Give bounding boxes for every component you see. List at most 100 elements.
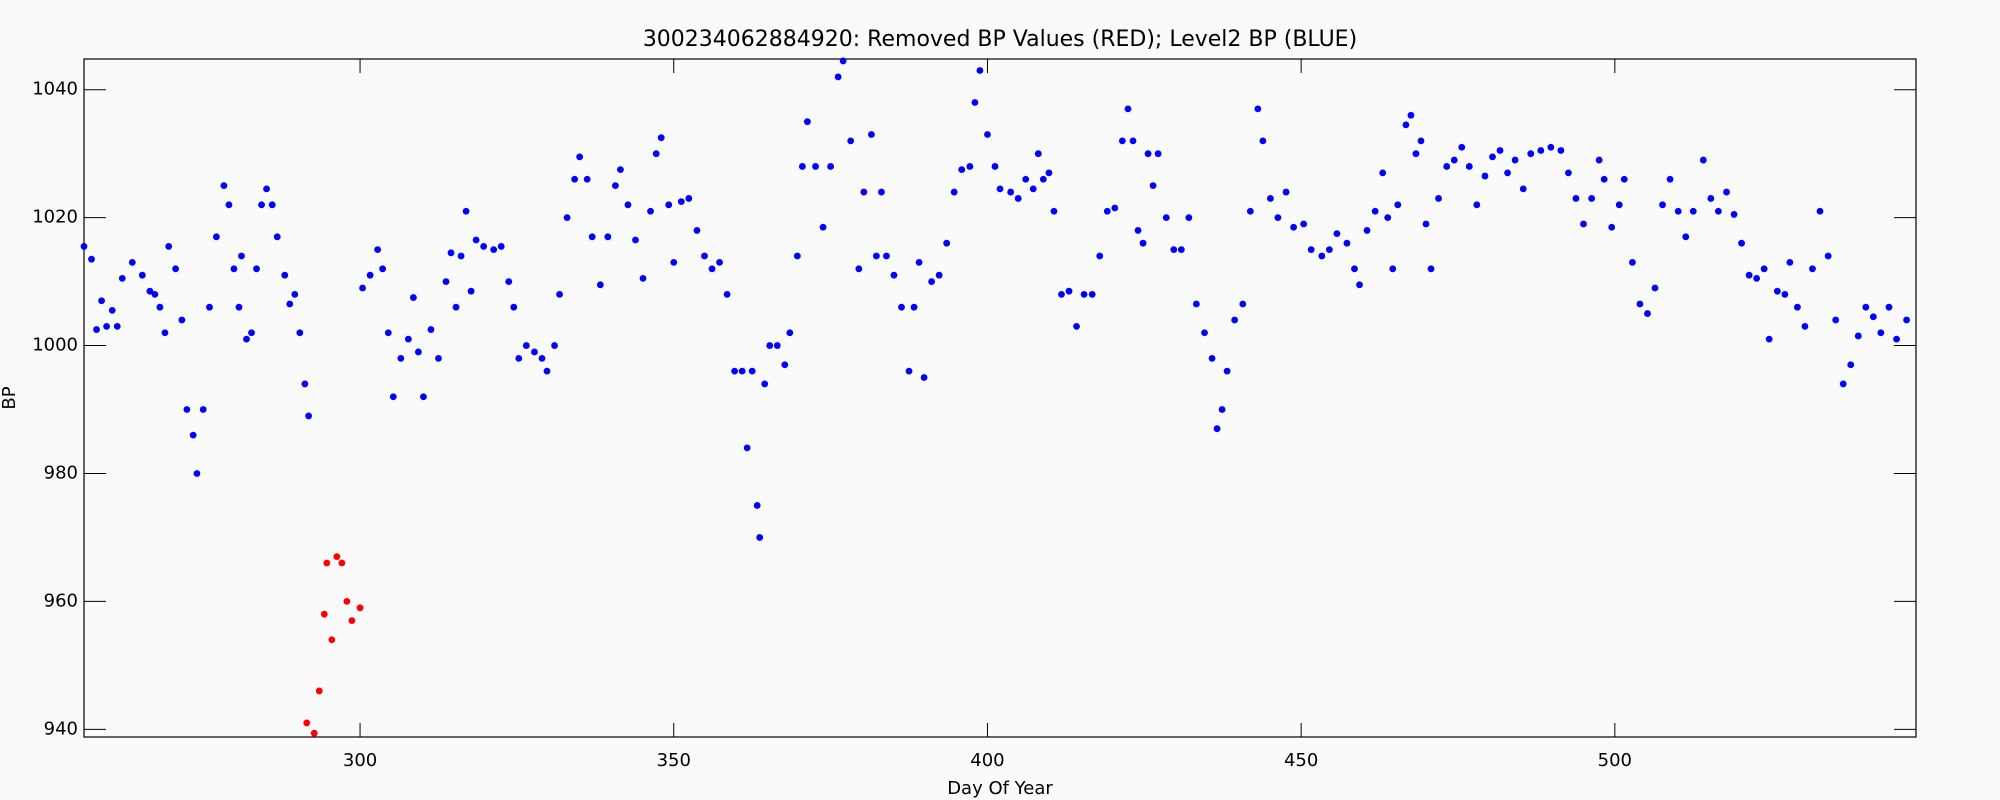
- data-point: [677, 198, 685, 206]
- data-point: [1096, 252, 1104, 260]
- data-point: [1465, 163, 1473, 170]
- y-tick-label: 940: [44, 718, 78, 739]
- data-point: [1417, 137, 1425, 145]
- data-point: [1674, 207, 1682, 215]
- data-point: [515, 354, 523, 362]
- data-point: [1847, 361, 1855, 369]
- data-point: [1481, 172, 1489, 180]
- data-point: [1547, 143, 1555, 151]
- data-point: [1267, 195, 1274, 202]
- data-point: [571, 175, 579, 183]
- data-point: [1753, 274, 1761, 282]
- plot-frame: [83, 58, 1917, 738]
- data-point: [1636, 300, 1644, 308]
- data-point: [1379, 169, 1387, 177]
- data-point: [743, 444, 751, 452]
- data-point: [1246, 207, 1254, 215]
- data-point: [1832, 316, 1840, 324]
- data-point: [883, 252, 890, 260]
- data-point: [847, 137, 855, 145]
- data-point: [359, 284, 366, 292]
- data-point: [1029, 185, 1037, 193]
- data-point: [670, 259, 678, 266]
- data-point: [258, 201, 265, 209]
- data-point: [1045, 169, 1053, 177]
- data-point: [1039, 175, 1047, 183]
- data-point: [505, 278, 513, 285]
- data-point: [1239, 300, 1247, 308]
- x-tick-label: 400: [970, 750, 1004, 771]
- data-point: [1537, 147, 1545, 154]
- data-point: [1318, 252, 1326, 260]
- data-point: [1794, 303, 1801, 311]
- data-point: [1527, 150, 1535, 158]
- data-point: [723, 290, 731, 298]
- data-point: [1903, 316, 1910, 324]
- data-point: [305, 412, 313, 420]
- data-point: [1213, 425, 1221, 433]
- data-point: [793, 252, 801, 260]
- data-point: [193, 470, 201, 477]
- data-point: [576, 153, 584, 161]
- data-point: [1504, 169, 1511, 177]
- data-point: [1124, 105, 1132, 113]
- data-point: [161, 329, 169, 337]
- data-point: [1111, 204, 1119, 212]
- data-point: [1218, 406, 1226, 413]
- data-point: [1885, 303, 1893, 311]
- x-axis-label: Day Of Year: [947, 778, 1053, 799]
- data-point: [905, 367, 913, 375]
- data-point: [984, 131, 991, 138]
- data-point: [617, 166, 624, 174]
- data-point: [238, 252, 245, 260]
- data-point: [1765, 335, 1773, 343]
- data-point: [338, 559, 346, 567]
- data-point: [415, 348, 422, 356]
- data-point: [1103, 207, 1111, 215]
- data-point: [665, 201, 673, 209]
- data-point: [1682, 233, 1690, 241]
- data-point: [1600, 175, 1608, 183]
- data-point: [996, 185, 1004, 193]
- data-point: [230, 265, 238, 273]
- data-point: [220, 182, 228, 190]
- data-point: [273, 233, 281, 241]
- data-point: [766, 342, 774, 349]
- y-tick-label: 960: [44, 590, 78, 611]
- chart-title: 300234062884920: Removed BP Values (RED)…: [643, 27, 1357, 52]
- data-point: [1282, 188, 1290, 196]
- data-point: [1473, 201, 1481, 209]
- data-point: [199, 406, 207, 413]
- data-point: [286, 300, 294, 308]
- data-point: [1443, 163, 1451, 170]
- data-point: [435, 354, 442, 362]
- data-point: [1854, 332, 1862, 340]
- data-point: [731, 367, 739, 375]
- data-point: [971, 99, 979, 106]
- data-point: [1274, 214, 1282, 222]
- data-point: [1588, 195, 1596, 202]
- data-point: [1435, 195, 1442, 202]
- data-point: [596, 281, 604, 289]
- data-point: [1034, 150, 1042, 158]
- data-point: [1839, 380, 1847, 388]
- data-point: [756, 534, 764, 541]
- data-point: [447, 249, 455, 257]
- data-point: [310, 729, 318, 737]
- data-point: [624, 201, 632, 209]
- data-point: [1154, 150, 1162, 158]
- data-point: [1427, 265, 1435, 273]
- data-point: [1384, 214, 1392, 222]
- data-point: [915, 259, 923, 266]
- data-point: [878, 188, 885, 196]
- data-point: [701, 252, 708, 260]
- data-point: [1862, 303, 1870, 311]
- data-point: [1629, 259, 1636, 266]
- data-point: [943, 239, 951, 247]
- data-point: [1689, 207, 1697, 215]
- data-point: [827, 163, 835, 170]
- data-point: [563, 214, 571, 222]
- data-point: [1170, 246, 1178, 254]
- data-point: [538, 354, 546, 362]
- data-point: [1730, 211, 1738, 218]
